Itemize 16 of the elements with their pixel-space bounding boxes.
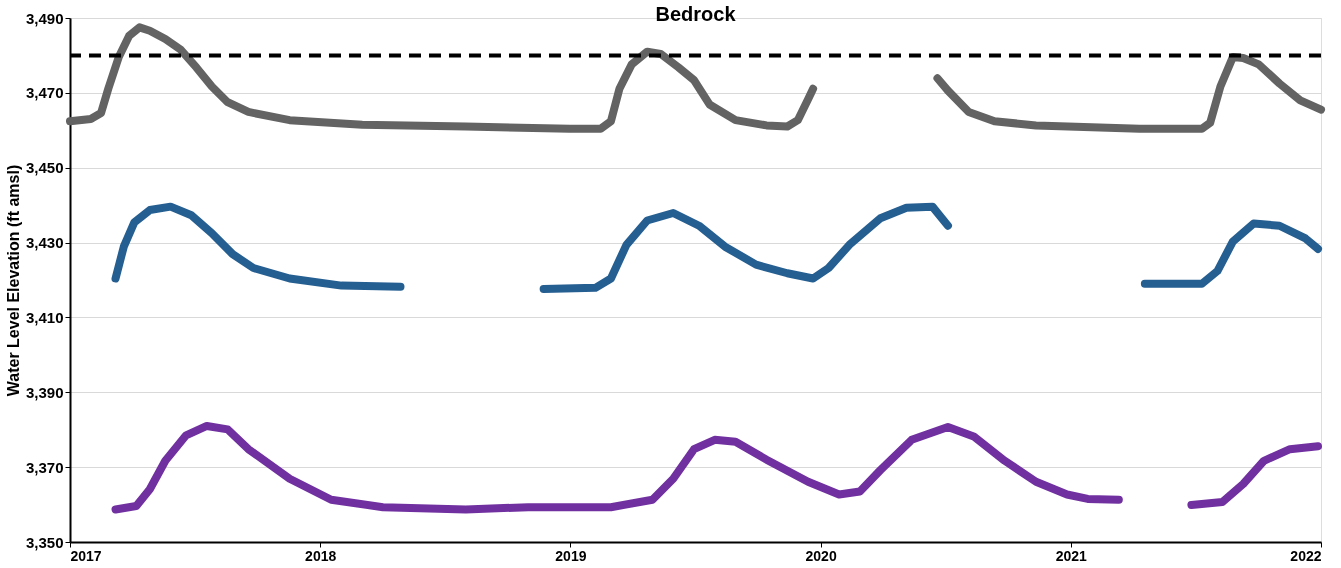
y-tick-label: 3,350 [25, 533, 64, 551]
x-tick-label: 2017 [70, 547, 102, 564]
y-axis-title: Water Level Elevation (ft amsl) [4, 164, 22, 397]
y-tick-label: 3,490 [25, 9, 64, 27]
y-tick-label: 3,470 [25, 84, 64, 102]
x-tick-label: 2021 [1055, 547, 1088, 564]
x-tick-label: 2018 [305, 547, 337, 564]
x-tick-label: 2022 [1290, 547, 1322, 564]
y-tick-label: 3,410 [25, 308, 64, 326]
chart-title: Bedrock [655, 3, 737, 25]
y-tick-label: 3,390 [25, 383, 64, 401]
x-tick-label: 2019 [555, 547, 587, 564]
y-tick-label: 3,370 [25, 458, 64, 476]
y-tick-label: 3,430 [25, 234, 64, 252]
y-tick-label: 3,450 [25, 159, 64, 177]
x-tick-label: 2020 [805, 547, 837, 564]
